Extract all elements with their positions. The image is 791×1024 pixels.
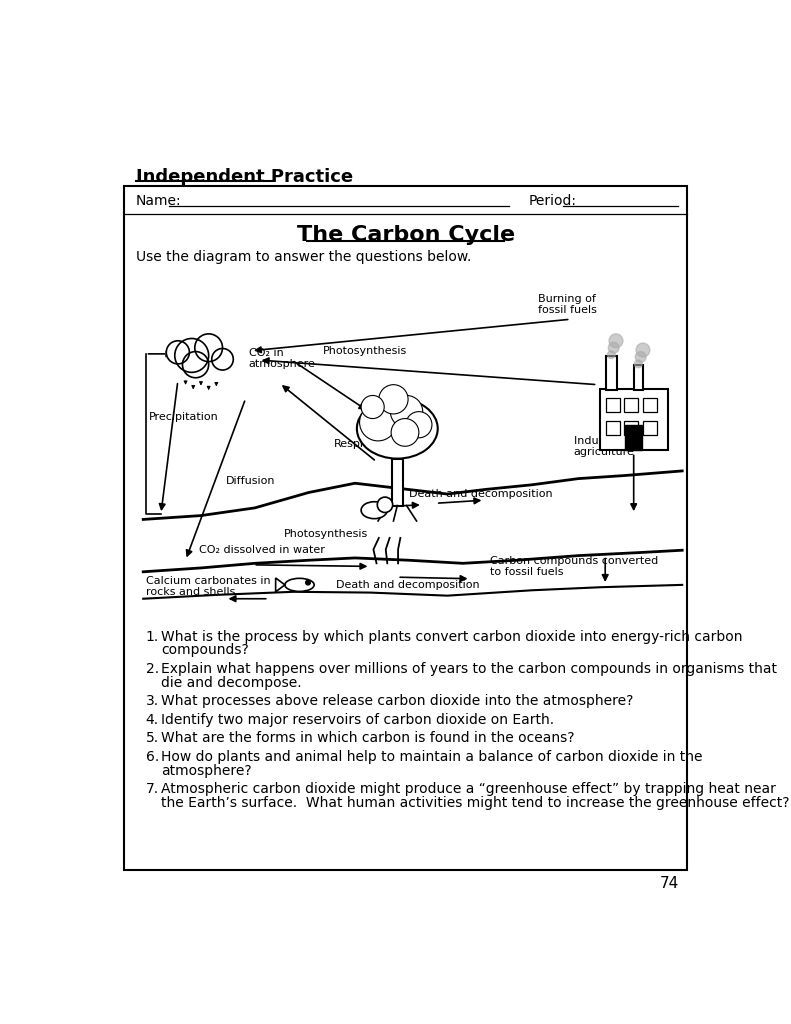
- Circle shape: [212, 348, 233, 370]
- Circle shape: [195, 334, 222, 361]
- Circle shape: [183, 351, 209, 378]
- Text: What is the process by which plants convert carbon dioxide into energy-rich carb: What is the process by which plants conv…: [161, 630, 743, 643]
- Bar: [606, 356, 617, 390]
- Text: 74: 74: [660, 876, 679, 891]
- Bar: [606, 421, 620, 435]
- Circle shape: [377, 497, 392, 512]
- Text: Industry and
agriculture: Industry and agriculture: [573, 435, 644, 457]
- Text: 7.: 7.: [146, 782, 159, 796]
- Text: 4.: 4.: [146, 713, 159, 727]
- Text: Calcium carbonates in
rocks and shells: Calcium carbonates in rocks and shells: [146, 575, 271, 597]
- Bar: [606, 397, 620, 412]
- Text: Explain what happens over millions of years to the carbon compounds in organisms: Explain what happens over millions of ye…: [161, 662, 777, 676]
- Bar: [624, 421, 638, 435]
- Circle shape: [361, 395, 384, 419]
- Text: Identify two major reservoirs of carbon dioxide on Earth.: Identify two major reservoirs of carbon …: [161, 713, 554, 727]
- Text: What are the forms in which carbon is found in the oceans?: What are the forms in which carbon is fo…: [161, 731, 574, 745]
- Text: Photosynthesis: Photosynthesis: [323, 346, 407, 356]
- Polygon shape: [275, 578, 285, 592]
- Text: CO₂ in
atmosphere: CO₂ in atmosphere: [248, 348, 316, 370]
- Bar: [643, 397, 657, 412]
- Bar: [643, 421, 657, 435]
- Text: 3.: 3.: [146, 694, 159, 709]
- Circle shape: [634, 360, 642, 368]
- Ellipse shape: [357, 398, 437, 459]
- Circle shape: [379, 385, 408, 414]
- Circle shape: [406, 412, 432, 438]
- Text: Carbon compounds converted
to fossil fuels: Carbon compounds converted to fossil fue…: [490, 556, 658, 578]
- Circle shape: [636, 343, 650, 357]
- Circle shape: [175, 339, 209, 373]
- Circle shape: [607, 351, 615, 358]
- Circle shape: [391, 419, 419, 446]
- Circle shape: [305, 581, 310, 585]
- Text: Atmospheric carbon dioxide might produce a “greenhouse effect” by trapping heat : Atmospheric carbon dioxide might produce…: [161, 782, 776, 796]
- Circle shape: [391, 395, 422, 428]
- Text: What processes above release carbon dioxide into the atmosphere?: What processes above release carbon diox…: [161, 694, 634, 709]
- Text: Diffusion: Diffusion: [225, 475, 275, 485]
- Text: atmosphere?: atmosphere?: [161, 764, 252, 777]
- Bar: [634, 366, 643, 390]
- Circle shape: [166, 341, 189, 364]
- Text: Name:: Name:: [135, 194, 181, 208]
- Circle shape: [608, 342, 619, 353]
- Text: Use the diagram to answer the questions below.: Use the diagram to answer the questions …: [135, 250, 471, 264]
- Text: Independent Practice: Independent Practice: [135, 168, 353, 185]
- Bar: [392, 460, 403, 506]
- Bar: [600, 388, 668, 451]
- Bar: [624, 397, 638, 412]
- Circle shape: [635, 351, 646, 362]
- Text: 6.: 6.: [146, 750, 159, 764]
- Ellipse shape: [285, 579, 314, 592]
- Text: Photosynthesis: Photosynthesis: [284, 529, 369, 540]
- Text: 5.: 5.: [146, 731, 159, 745]
- Circle shape: [609, 334, 623, 348]
- Text: Death and decomposition: Death and decomposition: [335, 581, 479, 590]
- Text: the Earth’s surface.  What human activities might tend to increase the greenhous: the Earth’s surface. What human activiti…: [161, 796, 789, 810]
- Bar: [625, 426, 642, 451]
- Text: compounds?: compounds?: [161, 643, 248, 657]
- Text: Burning of
fossil fuels: Burning of fossil fuels: [538, 294, 597, 315]
- Text: Period:: Period:: [528, 194, 576, 208]
- Circle shape: [360, 403, 396, 441]
- Text: Precipitation: Precipitation: [149, 413, 218, 422]
- Text: CO₂ dissolved in water: CO₂ dissolved in water: [199, 545, 325, 555]
- Text: 2.: 2.: [146, 662, 159, 676]
- Text: The Carbon Cycle: The Carbon Cycle: [297, 224, 515, 245]
- Text: Death and decomposition: Death and decomposition: [409, 489, 552, 500]
- Text: Respiration: Respiration: [333, 438, 396, 449]
- Text: die and decompose.: die and decompose.: [161, 676, 301, 690]
- Text: 1.: 1.: [146, 630, 159, 643]
- Ellipse shape: [361, 502, 388, 519]
- Text: How do plants and animal help to maintain a balance of carbon dioxide in the: How do plants and animal help to maintai…: [161, 750, 702, 764]
- FancyBboxPatch shape: [124, 186, 687, 869]
